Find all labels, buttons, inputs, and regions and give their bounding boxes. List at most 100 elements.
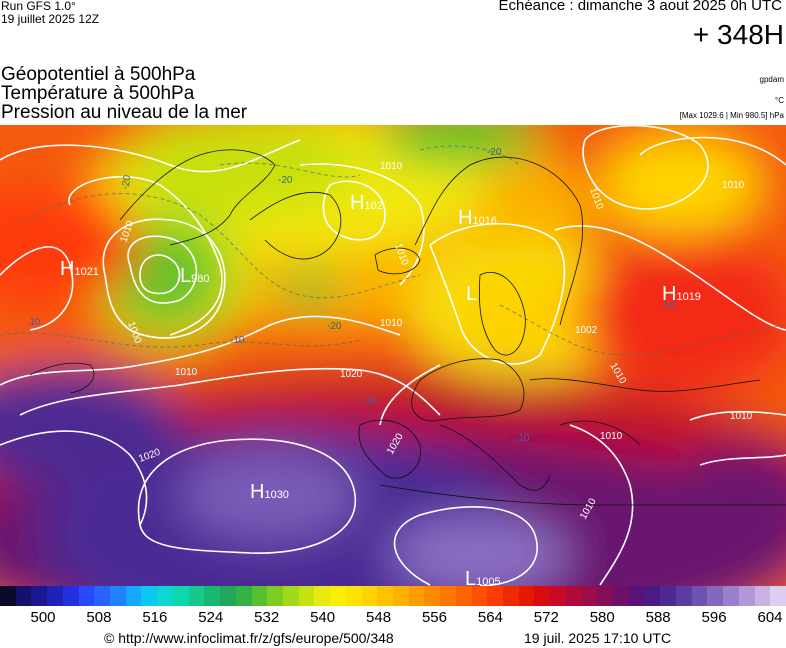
- isobars: [0, 125, 786, 586]
- color-scale-label: 604: [757, 609, 783, 626]
- color-scale-swatch: [424, 586, 441, 606]
- color-scale-label: 508: [86, 609, 112, 626]
- color-scale-label: 556: [421, 609, 447, 626]
- color-scale-swatch: [675, 586, 692, 606]
- color-scale-label: 540: [310, 609, 336, 626]
- high-center-1030: H1030: [250, 481, 289, 503]
- color-scale-swatch: [770, 586, 786, 606]
- color-scale-label: 564: [477, 609, 503, 626]
- temperature-label: -10: [362, 396, 377, 407]
- color-scale: [0, 586, 786, 606]
- color-scale-swatch: [691, 586, 708, 606]
- color-scale-swatch: [345, 586, 362, 606]
- color-scale-swatch: [361, 586, 378, 606]
- isobar-label: 1010: [600, 431, 623, 442]
- color-scale-swatch: [314, 586, 331, 606]
- run-label: Run GFS 1.0°: [1, 0, 76, 13]
- temperature-label: -10: [660, 300, 675, 311]
- low-center-980: L980: [180, 265, 209, 287]
- color-scale-swatch: [282, 586, 299, 606]
- color-scale-swatch: [330, 586, 346, 606]
- color-scale-swatch: [125, 586, 142, 606]
- temperature-label: -10: [515, 433, 530, 444]
- temperature-label: -20: [327, 321, 342, 332]
- coastlines: [29, 149, 786, 506]
- weather-map: H1021 L980 H1016 H102 H1019 H1030 L1005 …: [0, 125, 786, 586]
- forecast-valid-time: Echéance : dimanche 3 aout 2025 0h UTC: [498, 0, 782, 14]
- title-temperature: Température à 500hPa: [1, 83, 195, 104]
- high-center-102: H102: [350, 192, 383, 214]
- color-scale-swatch: [94, 586, 111, 606]
- color-scale-swatch: [0, 586, 16, 606]
- color-scale-label: 588: [645, 609, 671, 626]
- color-scale-label: 572: [533, 609, 559, 626]
- temperature-label: -20: [487, 147, 502, 158]
- isobar-label: 1010: [380, 318, 403, 329]
- high-center-1016: H1016: [458, 207, 497, 229]
- color-scale-swatch: [503, 586, 519, 606]
- color-scale-swatch: [377, 586, 393, 606]
- color-scale-swatch: [534, 586, 551, 606]
- high-center-1021: H1021: [60, 258, 99, 280]
- temperature-label: -10: [230, 335, 245, 346]
- color-scale-swatch: [188, 586, 205, 606]
- pressure-minmax: [Max 1029.6 | Min 980.5] hPa: [679, 111, 784, 120]
- color-scale-swatch: [707, 586, 724, 606]
- run-date: 19 juillet 2025 12Z: [1, 12, 100, 26]
- title-geopotential: Géopotentiel à 500hPa: [1, 64, 196, 85]
- color-scale-labels: 500 508 516 524 532 540 548 556 564 572 580 588 596 6…: [0, 609, 786, 627]
- isobar-label: 1002: [575, 325, 598, 336]
- temperature-label: -10: [26, 317, 41, 328]
- isotherms: [0, 145, 786, 356]
- color-scale-swatch: [738, 586, 755, 606]
- color-scale-swatch: [141, 586, 158, 606]
- forecast-hour: + 348H: [692, 19, 784, 50]
- title-pressure: Pression au niveau de la mer: [1, 102, 248, 123]
- color-scale-swatch: [204, 586, 221, 606]
- isobar-label: 1010: [730, 411, 753, 422]
- color-scale-swatch: [660, 586, 676, 606]
- color-scale-swatch: [157, 586, 173, 606]
- isobar-label: 1010: [722, 180, 745, 191]
- color-scale-swatch: [628, 586, 645, 606]
- color-scale-swatch: [440, 586, 456, 606]
- unit-temperature: °C: [775, 96, 784, 105]
- low-center-1005: L1005: [465, 568, 501, 586]
- color-scale-swatch: [455, 586, 472, 606]
- color-scale-swatch: [62, 586, 79, 606]
- color-scale-swatch: [251, 586, 268, 606]
- temperature-field: [0, 125, 786, 586]
- color-scale-swatch: [110, 586, 126, 606]
- color-scale-swatch: [220, 586, 236, 606]
- color-scale-swatch: [392, 586, 409, 606]
- color-scale-swatch: [487, 586, 503, 606]
- color-scale-swatch: [408, 586, 425, 606]
- color-scale-swatch: [565, 586, 582, 606]
- color-scale-label: 548: [366, 609, 392, 626]
- color-scale-swatch: [267, 586, 283, 606]
- temperature-label: -20: [120, 174, 133, 191]
- color-scale-swatch: [172, 586, 189, 606]
- color-scale-swatch: [298, 586, 315, 606]
- color-scale-swatch: [613, 586, 629, 606]
- color-scale-swatch: [235, 586, 252, 606]
- color-scale-swatch: [597, 586, 614, 606]
- color-scale-swatch: [550, 586, 566, 606]
- generation-date: 19 juil. 2025 17:10 UTC: [524, 630, 672, 646]
- pressure-centers: H1021 L980 H1016 H102 H1019 H1030 L1005 …: [60, 192, 701, 586]
- color-scale-swatch: [518, 586, 535, 606]
- color-scale-label: 532: [254, 609, 280, 626]
- source-url: © http://www.infoclimat.fr/z/gfs/europe/…: [104, 630, 394, 646]
- color-scale-swatch: [581, 586, 598, 606]
- isobar-label: 1010: [380, 161, 403, 172]
- color-scale-label: 580: [589, 609, 615, 626]
- color-scale-swatch: [78, 586, 95, 606]
- color-scale-swatch: [31, 586, 48, 606]
- low-center-norway: L: [466, 283, 477, 305]
- isobar-label: 1010: [175, 367, 198, 378]
- color-scale-swatch: [471, 586, 488, 606]
- color-scale-swatch: [754, 586, 771, 606]
- color-scale-swatch: [723, 586, 739, 606]
- temperature-labels: -20 -20 -20 -20 -10 -10 -10 -10 -10: [26, 147, 675, 444]
- temperature-label: -20: [278, 175, 293, 186]
